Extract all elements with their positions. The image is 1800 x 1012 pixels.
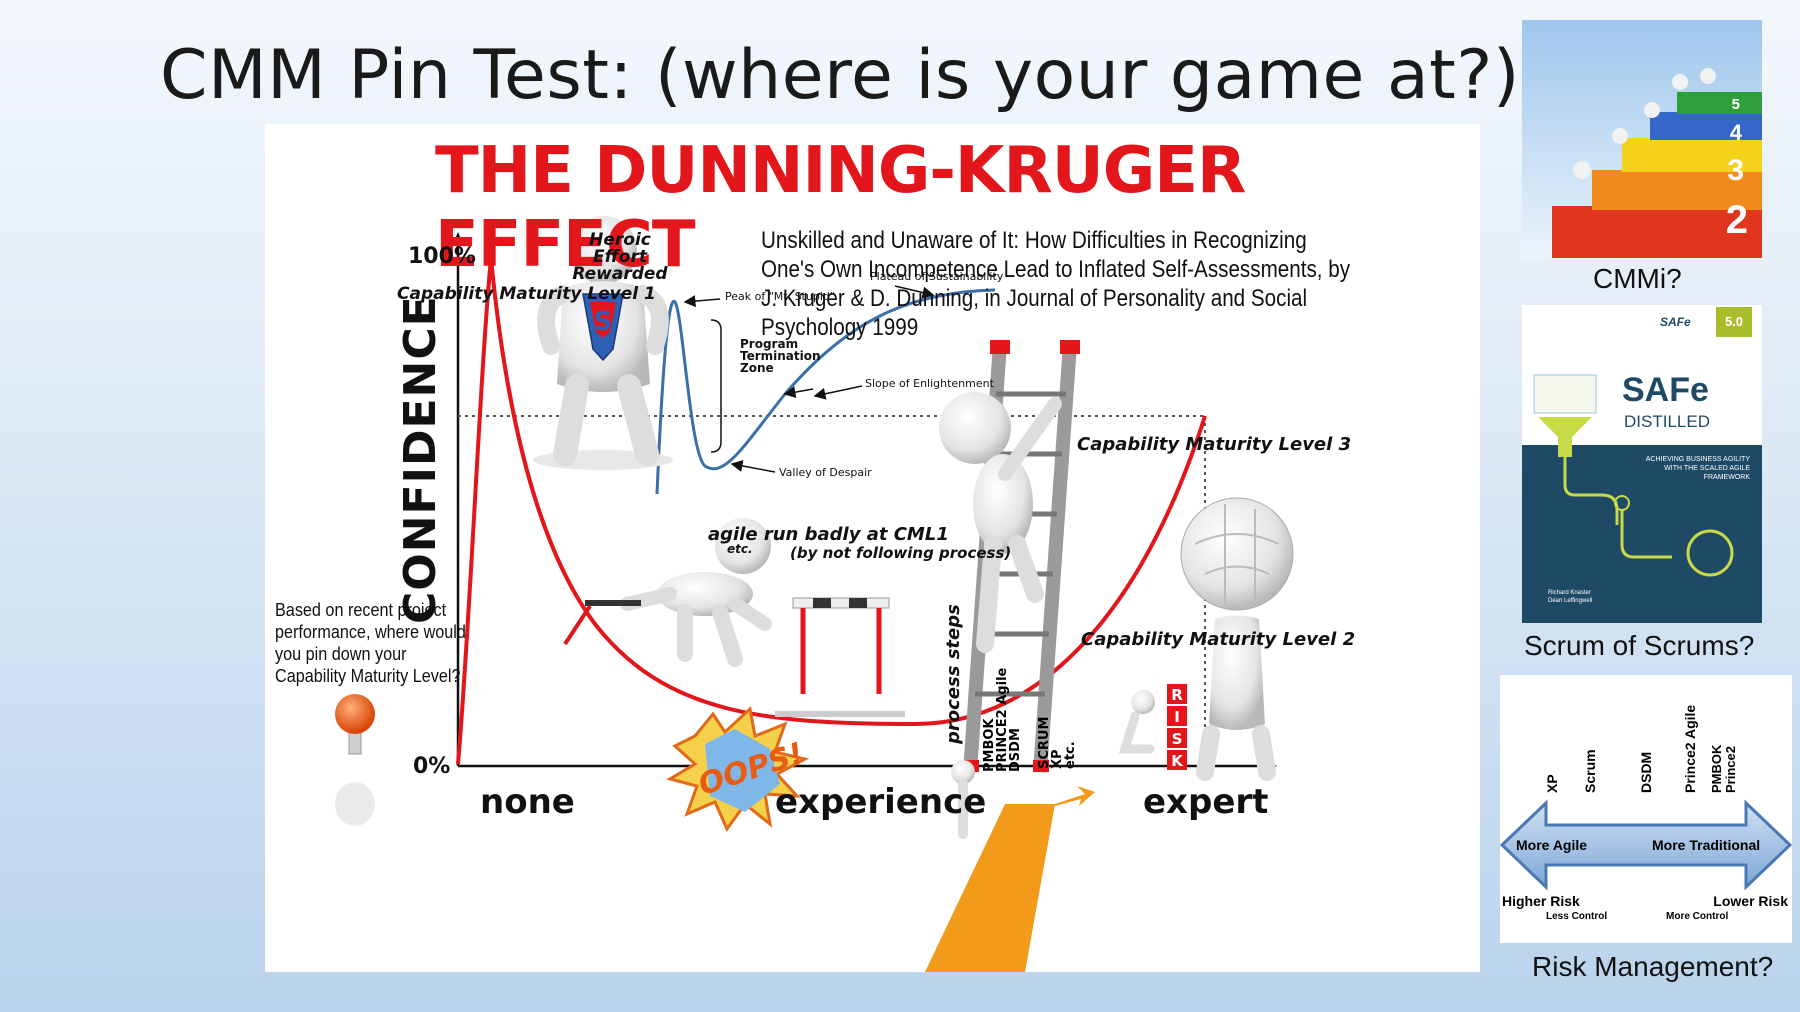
risk-arrow-graphic [1500,799,1792,891]
safe-book-thumbnail: 5.0 SAFe SAFe DISTILLED ACHIEVING BUSINE… [1522,305,1762,623]
process-steps-label: process steps [943,604,964,744]
safe-version-badge: 5.0 [1716,307,1752,337]
more-agile-label: More Agile [1516,837,1588,853]
paper-reference: Unskilled and Unaware of It: How Difficu… [761,227,1351,341]
slide-title: CMM Pin Test: (where is your game at?): [160,36,1544,115]
risk-letter: I [1174,708,1180,726]
heroic-label: Heroic Effort Rewarded [572,230,668,284]
risk-method-dsdm: DSDM [1638,751,1654,793]
ladder-method: etc. [1063,741,1078,769]
safe-book-authors: Richard Knaster Dean Leffingwell [1548,589,1592,605]
diagram-graphics: S [335,216,1294,972]
y-top-label: 100% [408,244,476,269]
x-right-label: expert [1143,782,1269,822]
safe-author: Richard Knaster [1548,590,1592,596]
level1-label: Capability Maturity Level 1 [397,284,656,304]
hurdle-runner-figure [563,518,905,717]
less-control-label: Less Control [1546,911,1608,922]
peak-label: Peak of "Mt. Stupid" [725,290,835,303]
x-left-label: none [480,782,575,822]
safe-author: Dean Leffingwell [1548,598,1593,604]
safe-brand-logo: SAFe [1660,315,1691,329]
risk-caption: Risk Management? [1532,951,1774,982]
ladder-left-methods: PMBOK PRINCE2 Agile DSDM [982,668,1023,772]
cmmi-step-2: 2 [1725,198,1748,242]
agile-badly-label: agile run badly at CML1 [708,524,949,545]
y-bottom-label: 0% [413,754,451,779]
risk-letter: R [1171,686,1183,704]
red-capability-curve [456,257,1207,765]
cmmi-steps-graphic [1522,20,1762,258]
safe-book-subtitle: DISTILLED [1624,412,1710,431]
direction-arrows-road [925,760,1095,972]
cmmi-step-3: 3 [1727,154,1744,187]
x-middle-label: experience [775,782,987,822]
plateau-label: Plateau of Sustainability [870,270,1004,283]
pin-question: Based on recent project performance, whe… [275,600,466,686]
risk-letters: R I S K [1171,684,1183,772]
safe-cover-graphic [1533,374,1734,577]
cmmi-step-5: 5 [1731,96,1740,113]
level2-label: Capability Maturity Level 2 [1081,629,1356,650]
risk-method-scrum: Scrum [1582,749,1598,793]
more-traditional-label: More Traditional [1652,837,1761,853]
puzzle-head-figure [1180,497,1294,781]
slope-label: Slope of Enlightenment [865,377,994,390]
risk-method-prince2-agile: Prince2 Agile [1682,704,1698,793]
agile-etc-label: etc. [727,542,753,556]
dunning-kruger-diagram: S [265,124,1480,972]
superhero-figure: S [533,216,673,470]
risk-blocks [1167,684,1187,770]
level3-label: Capability Maturity Level 3 [1077,434,1352,455]
ladder-method: DSDM [1008,728,1023,772]
safe-caption: Scrum of Scrums? [1524,630,1755,661]
y-axis-label: CONFIDENCE [395,295,446,624]
ladder-figure [939,340,1080,773]
oops-burst [666,706,810,832]
cmmi-step-4: 4 [1729,120,1742,145]
more-control-label: More Control [1666,911,1729,922]
risk-letter: K [1171,752,1183,770]
lower-risk-label: Lower Risk [1713,893,1788,909]
risk-letter: S [1171,730,1183,748]
termination-label: Program Termination Zone [740,337,821,375]
not-following-label: (by not following process) [790,544,1012,562]
valley-label: Valley of Despair [779,466,872,479]
pin-icon[interactable] [335,694,375,826]
risk-method-pmbok-prince2: PMBOK Prince2 [1709,744,1738,793]
cmmi-thumbnail: 2 3 4 5 [1522,20,1762,258]
cmmi-caption: CMMi? [1593,263,1682,294]
svg-text:S: S [594,307,613,337]
dunning-kruger-heading: THE DUNNING-KRUGER EFFECT [435,134,1246,282]
risk-method-xp: XP [1544,774,1560,793]
higher-risk-label: Higher Risk [1502,893,1580,909]
sitting-figure [1118,690,1155,754]
risk-spectrum-thumbnail: XP Scrum DSDM Prince2 Agile PMBOK Prince… [1500,675,1792,943]
ladder-right-methods: SCRUM XP etc. [1037,717,1078,769]
safe-book-tagline: ACHIEVING BUSINESS AGILITY WITH THE SCAL… [1645,456,1750,481]
safe-book-title: SAFe [1622,371,1709,409]
